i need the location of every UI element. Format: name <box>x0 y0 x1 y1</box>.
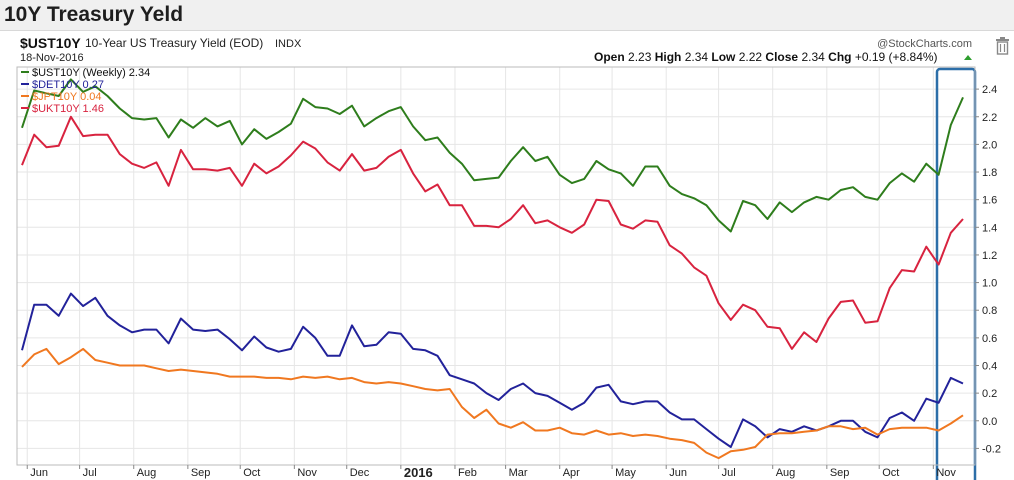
x-tick-label: Aug <box>776 467 796 479</box>
y-tick-label: 1.6 <box>982 195 997 207</box>
legend-label-ust10y: $UST10Y (Weekly) 2.34 <box>32 67 150 79</box>
y-tick-label: 2.0 <box>982 139 997 151</box>
chart-background <box>0 31 1014 480</box>
x-tick-label: Jun <box>669 467 687 479</box>
y-axis-ticks: 2.4 2.2 2.0 1.8 1.6 1.4 1.2 1.0 0.8 0.6 0.4 0.2 0.0 -… <box>975 84 1001 455</box>
quote-value: 2.34 <box>685 50 709 64</box>
line-chart: $UST10Y 10-Year US Treasury Yield (EOD) … <box>0 31 1014 480</box>
quote-value: 2.22 <box>739 50 763 64</box>
chart-description: 10-Year US Treasury Yield (EOD) <box>85 36 263 50</box>
x-tick-label: May <box>615 467 636 479</box>
y-tick-label: 0.2 <box>982 388 997 400</box>
page-header: 10Y Treasury Yeld <box>0 0 1014 31</box>
x-tick-label: Jul <box>722 467 736 479</box>
plot-border <box>16 66 976 466</box>
x-axis-ticks: Jun Jul Aug Sep Oct Nov Dec 2016 Feb Mar Apr May Jun… <box>26 465 956 480</box>
chart-container: $UST10Y 10-Year US Treasury Yield (EOD) … <box>0 31 1014 480</box>
x-tick-label: Feb <box>458 467 477 479</box>
y-tick-label: 0.0 <box>982 416 997 428</box>
x-tick-label: Mar <box>509 467 528 479</box>
y-tick-label: 0.6 <box>982 333 997 345</box>
series-line-det10y <box>21 292 964 448</box>
quote-line: Open 2.23 High 2.34 Low 2.22 Close 2.34 … <box>594 50 938 64</box>
quote-label: Low <box>708 50 739 64</box>
y-tick-label: 2.4 <box>982 84 997 96</box>
x-tick-label: Oct <box>243 467 260 479</box>
x-tick-label: Sep <box>830 467 850 479</box>
y-tick-label: 1.2 <box>982 250 997 262</box>
x-tick-label: Oct <box>882 467 899 479</box>
quote-label: Open <box>594 50 628 64</box>
page-title: 10Y Treasury Yeld <box>4 3 184 26</box>
y-tick-label: -0.2 <box>982 443 1001 455</box>
legend-label-det10y: $DET10Y 0.27 <box>32 79 104 91</box>
quote-label: Close <box>762 50 801 64</box>
y-tick-label: 2.2 <box>982 112 997 124</box>
watermark: @StockCharts.com <box>877 38 972 50</box>
x-tick-label: Dec <box>350 467 370 479</box>
quote-label: High <box>651 50 684 64</box>
quote-value: +0.19 (+8.84%) <box>855 50 938 64</box>
x-tick-label: Nov <box>297 467 317 479</box>
quote-label: Chg <box>825 50 855 64</box>
x-tick-label: Apr <box>563 467 580 479</box>
legend-label-ukt10y: $UKT10Y 1.46 <box>32 103 104 115</box>
y-tick-label: 0.4 <box>982 361 997 373</box>
y-tick-label: 1.8 <box>982 167 997 179</box>
y-tick-label: 1.4 <box>982 222 997 234</box>
chart-date: 18-Nov-2016 <box>20 52 84 64</box>
trash-icon[interactable] <box>996 37 1009 55</box>
series-lines <box>21 78 964 460</box>
chart-symbol: $UST10Y <box>20 35 81 51</box>
chart-exchange: INDX <box>275 38 302 50</box>
quote-value: 2.23 <box>628 50 652 64</box>
x-tick-label: Nov <box>936 467 956 479</box>
x-tick-label: Sep <box>191 467 211 479</box>
series-line-ust10y <box>21 78 964 233</box>
x-tick-label: Aug <box>137 467 157 479</box>
legend: $UST10Y (Weekly) 2.34$DET10Y 0.27$JPT10Y… <box>21 67 150 115</box>
legend-label-jpt10y: $JPT10Y 0.04 <box>32 91 102 103</box>
series-line-ukt10y <box>21 115 964 350</box>
quote-value: 2.34 <box>801 50 825 64</box>
y-tick-label: 1.0 <box>982 278 997 290</box>
plot-frame <box>16 66 976 466</box>
y-tick-label: 0.8 <box>982 305 997 317</box>
series-line-jpt10y <box>21 347 964 460</box>
up-arrow-icon <box>964 55 972 60</box>
x-tick-label: Jul <box>83 467 97 479</box>
x-tick-label: 2016 <box>404 465 433 480</box>
x-tick-label: Jun <box>30 467 48 479</box>
